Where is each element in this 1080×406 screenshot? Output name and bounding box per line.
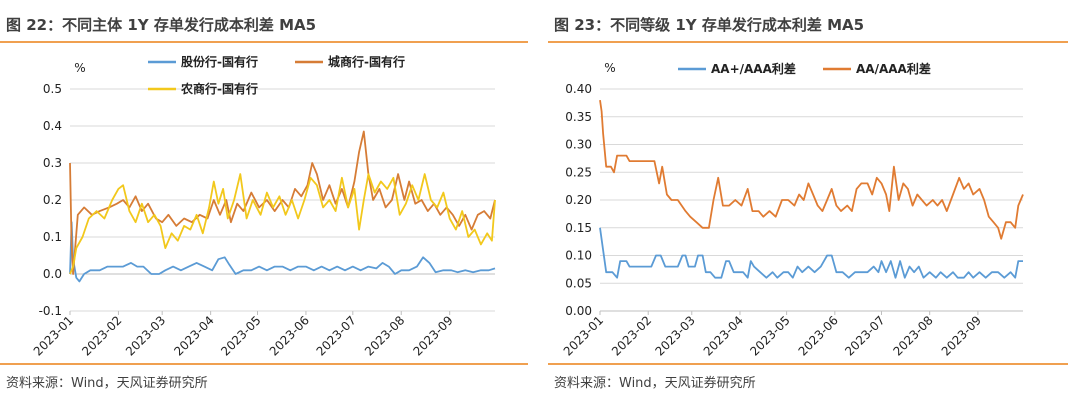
x-tick-label: 2023-01 [31,313,76,358]
y-tick-label: 0.30 [565,138,592,152]
y-unit-label: % [74,61,85,75]
source-divider [0,363,528,365]
title-divider [548,41,1068,43]
series-line-1 [69,221,496,283]
y-tick-label: 0.5 [43,82,62,96]
legend-label: AA+/AAA利差 [711,61,796,76]
y-tick-label: 0.05 [565,276,592,290]
legend-label: 农商行-国有行 [180,81,258,96]
y-tick-label: 0.2 [43,193,62,207]
x-tick-label: 2023-04 [701,313,746,358]
figure-panel-right: 图 23：不同等级 1Y 存单发行成本利差 MA5 0.00 0.05 0.10 0.… [548,0,1080,406]
x-tick-label: 2023-02 [609,313,654,358]
y-tick-label: 0.4 [43,119,62,133]
x-tick-label: 2023-05 [218,313,263,358]
legend-label: 城商行-国有行 [328,54,405,69]
y-tick-label: 0.1 [43,230,62,244]
x-tick-label: 2023-09 [410,313,455,358]
source-note: 资料来源：Wind，天风证券研究所 [554,376,756,391]
legend-label: 股份行-国有行 [181,54,258,69]
x-tick-label: 2023-08 [890,313,935,358]
source-divider [548,363,1068,365]
x-tick-label: 2023-05 [747,313,792,358]
y-tick-label: 0.0 [43,267,62,281]
series-line-3 [69,173,496,275]
series-line-2 [69,130,496,275]
y-unit-label: % [604,61,615,75]
x-tick-label: 2023-07 [314,313,359,358]
x-tick-label: 2023-02 [79,313,124,358]
title-divider [0,41,528,43]
x-tick-label: 2023-07 [842,313,887,358]
y-tick-label: 0.00 [565,304,592,318]
y-tick-label: -0.1 [39,304,62,318]
figure-title: 图 22：不同主体 1Y 存单发行成本利差 MA5 [6,16,317,34]
x-tick-label: 2023-06 [796,313,841,358]
x-tick-label: 2023-03 [123,313,168,358]
source-note: 资料来源：Wind，天风证券研究所 [6,376,208,391]
x-tick-label: 2023-09 [939,313,984,358]
x-tick-label: 2023-08 [362,313,407,358]
y-tick-label: 0.3 [43,156,62,170]
series-line-1 [599,227,1023,279]
figure-title: 图 23：不同等级 1Y 存单发行成本利差 MA5 [554,16,865,34]
y-tick-label: 0.35 [565,110,592,124]
x-tick-label: 2023-04 [171,313,216,358]
y-tick-label: 0.40 [565,82,592,96]
y-tick-label: 0.25 [565,165,592,179]
chart-spread-by-rating: 0.00 0.05 0.10 0.15 0.20 0.25 0.30 0.35 0.40 2023… [561,61,1024,359]
y-tick-label: 0.15 [565,221,592,235]
legend-label: AA/AAA利差 [856,61,931,76]
x-tick-label: 2023-01 [561,313,606,358]
y-tick-label: 0.10 [565,249,592,263]
series-line-2 [599,99,1024,240]
x-tick-label: 2023-03 [653,313,698,358]
figure-panel-left: 图 22：不同主体 1Y 存单发行成本利差 MA5 -0.1 0.0 0.1 0.2 0… [0,16,528,391]
y-tick-label: 0.20 [565,193,592,207]
x-tick-label: 2023-06 [267,313,312,358]
